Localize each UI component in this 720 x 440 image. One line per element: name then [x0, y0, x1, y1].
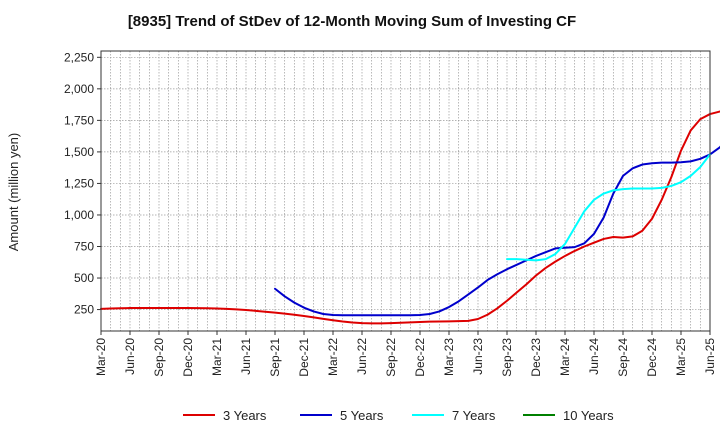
series-line-5-years [274, 145, 720, 317]
x-tick-label: Jun-20 [123, 338, 137, 375]
legend-label-3-years: 3 Years [223, 408, 267, 423]
x-tick-label: Mar-25 [674, 338, 688, 376]
x-tick-label: Jun-21 [239, 338, 253, 375]
y-tick-label: 2,000 [64, 82, 94, 96]
y-tick-label: 2,250 [64, 50, 94, 64]
gridlines [101, 51, 710, 331]
legend: 3 Years 5 Years 7 Years 10 Years [183, 408, 614, 423]
x-tick-label: Sep-21 [268, 338, 282, 377]
x-axis-ticks: Mar-20 Jun-20 Sep-20 Dec-20 Mar-21 Jun-21 Sep-… [94, 331, 717, 377]
y-tick-label: 250 [74, 303, 94, 317]
x-tick-label: Dec-24 [645, 338, 659, 377]
y-tick-label: 1,000 [64, 208, 94, 222]
x-tick-label: Jun-22 [355, 338, 369, 375]
series-lines [100, 110, 720, 325]
y-tick-label: 750 [74, 239, 94, 253]
series-line-7-years [506, 153, 711, 262]
x-tick-label: Dec-22 [413, 338, 427, 377]
y-tick-label: 500 [74, 271, 94, 285]
legend-label-5-years: 5 Years [340, 408, 384, 423]
x-tick-label: Jun-23 [471, 338, 485, 375]
series-line-3-years [100, 110, 720, 325]
chart-title: [8935] Trend of StDev of 12-Month Moving… [128, 13, 576, 30]
x-tick-label: Dec-21 [297, 338, 311, 377]
y-tick-label: 1,500 [64, 145, 94, 159]
y-axis-ticks: 250 500 750 1,000 1,250 1,500 1,750 2,000 2,250 [64, 50, 101, 317]
x-tick-label: Sep-22 [384, 338, 398, 377]
x-tick-label: Sep-23 [500, 338, 514, 377]
y-axis-label: Amount (million yen) [6, 133, 21, 252]
x-tick-label: Sep-24 [616, 338, 630, 377]
x-tick-label: Mar-20 [94, 338, 108, 376]
x-tick-label: Dec-23 [529, 338, 543, 377]
x-tick-label: Mar-23 [442, 338, 456, 376]
x-tick-label: Dec-20 [181, 338, 195, 377]
x-tick-label: Sep-20 [152, 338, 166, 377]
x-tick-label: Mar-24 [558, 338, 572, 376]
legend-label-10-years: 10 Years [563, 408, 614, 423]
x-tick-label: Mar-21 [210, 338, 224, 376]
x-tick-label: Jun-24 [587, 338, 601, 375]
x-tick-label: Jun-25 [703, 338, 717, 375]
plot-frame [100, 50, 711, 332]
y-tick-label: 1,750 [64, 113, 94, 127]
y-tick-label: 1,250 [64, 176, 94, 190]
x-tick-label: Mar-22 [326, 338, 340, 376]
legend-label-7-years: 7 Years [452, 408, 496, 423]
